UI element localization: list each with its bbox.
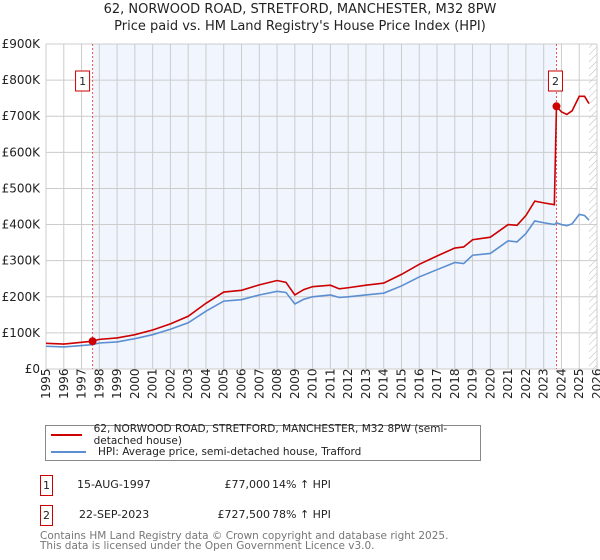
y-tick-label: £500K	[2, 181, 42, 195]
x-tick-label: 1997	[75, 368, 89, 399]
x-tick-label: 2012	[341, 368, 355, 399]
sale-date: 22-SEP-2023	[79, 508, 150, 521]
x-tick-label: 2026	[590, 368, 600, 399]
sale-marker-box: 2	[40, 505, 53, 526]
chart-title: 62, NORWOOD ROAD, STRETFORD, MANCHESTER,…	[103, 2, 497, 17]
sale-point	[552, 102, 561, 111]
x-tick-label: 2002	[163, 368, 177, 399]
x-tick-label: 2024	[554, 368, 568, 399]
x-tick-label: 2008	[270, 368, 284, 399]
y-tick-label: £800K	[2, 73, 42, 87]
x-tick-label: 1995	[39, 368, 53, 399]
sale-row-1: 1 15-AUG-1997 £77,000 14% ↑ HPI	[40, 475, 340, 496]
sale-date: 15-AUG-1997	[77, 478, 151, 491]
chart-subtitle: Price paid vs. HM Land Registry's House …	[114, 19, 486, 34]
x-tick-label: 2010	[306, 368, 320, 399]
x-tick-label: 2004	[199, 368, 213, 399]
y-tick-label: £600K	[2, 145, 42, 159]
x-tick-label: 1999	[110, 368, 124, 399]
x-tick-label: 2018	[448, 368, 462, 399]
sale-hpi: 14% ↑ HPI	[272, 478, 331, 491]
sale-price: £77,000	[224, 478, 271, 491]
legend-label: 62, NORWOOD ROAD, STRETFORD, MANCHESTER,…	[93, 423, 448, 447]
x-tick-label: 2023	[537, 368, 551, 399]
sale-label-box	[75, 70, 91, 92]
sale-hpi: 78% ↑ HPI	[272, 508, 331, 521]
x-tick-label: 2001	[146, 368, 160, 399]
x-tick-label: 2006	[235, 368, 249, 399]
future-hatch	[589, 44, 597, 369]
sale-label: 2	[552, 75, 559, 88]
x-tick-label: 2022	[519, 368, 533, 399]
legend-item-hpi: HPI: Average price, semi-detached house,…	[46, 444, 361, 460]
y-tick-label: £0	[25, 362, 40, 376]
x-tick-label: 1998	[92, 368, 106, 399]
x-tick-label: 2007	[252, 368, 266, 399]
y-tick-label: £300K	[2, 254, 42, 268]
y-tick-label: £100K	[2, 326, 42, 340]
legend-swatch-blue	[51, 451, 86, 453]
x-tick-label: 2016	[412, 368, 426, 399]
sale-marker-box: 1	[40, 475, 53, 496]
x-tick-label: 2011	[323, 368, 337, 399]
footer: Contains HM Land Registry data © Crown c…	[40, 530, 449, 552]
x-tick-label: 2025	[572, 368, 586, 399]
x-tick-label: 2009	[288, 368, 302, 399]
series-line	[45, 95, 590, 345]
y-tick-label: £700K	[2, 109, 42, 123]
x-tick-label: 2003	[181, 368, 195, 399]
x-tick-label: 2019	[466, 368, 480, 399]
y-tick-label: £900K	[2, 37, 42, 51]
x-tick-label: 2013	[359, 368, 373, 399]
legend-label: HPI: Average price, semi-detached house,…	[98, 446, 362, 458]
y-tick-label: £400K	[2, 218, 42, 232]
x-tick-label: 2017	[430, 368, 444, 399]
x-tick-label: 2020	[483, 368, 497, 399]
plot-area: £0 £100K £200K £300K £400K £500K £600K £700K £80…	[2, 37, 600, 399]
x-tick-label: 2014	[377, 368, 391, 399]
y-tick-label: £200K	[2, 290, 42, 304]
x-tick-label: 2021	[501, 368, 515, 399]
x-tick-label: 2005	[217, 368, 231, 399]
footer-line-1: Contains HM Land Registry data © Crown c…	[40, 530, 449, 542]
legend-swatch-red	[51, 434, 82, 436]
sale-label-box	[547, 70, 563, 92]
ownership-shading	[92, 44, 557, 369]
legend: 62, NORWOOD ROAD, STRETFORD, MANCHESTER,…	[45, 423, 481, 461]
footer-line-2: This data is licensed under the Open Gov…	[40, 540, 375, 552]
legend-item-property: 62, NORWOOD ROAD, STRETFORD, MANCHESTER,…	[46, 423, 480, 447]
sale-price: £727,500	[217, 508, 271, 521]
x-tick-label: 2000	[128, 368, 142, 399]
x-tick-label: 2015	[394, 368, 408, 399]
sale-label: 1	[79, 75, 86, 88]
x-tick-label: 1996	[57, 368, 71, 399]
sale-row-2: 2 22-SEP-2023 £727,500 78% ↑ HPI	[40, 505, 340, 526]
series-line	[45, 213, 590, 348]
sale-point	[88, 337, 97, 346]
